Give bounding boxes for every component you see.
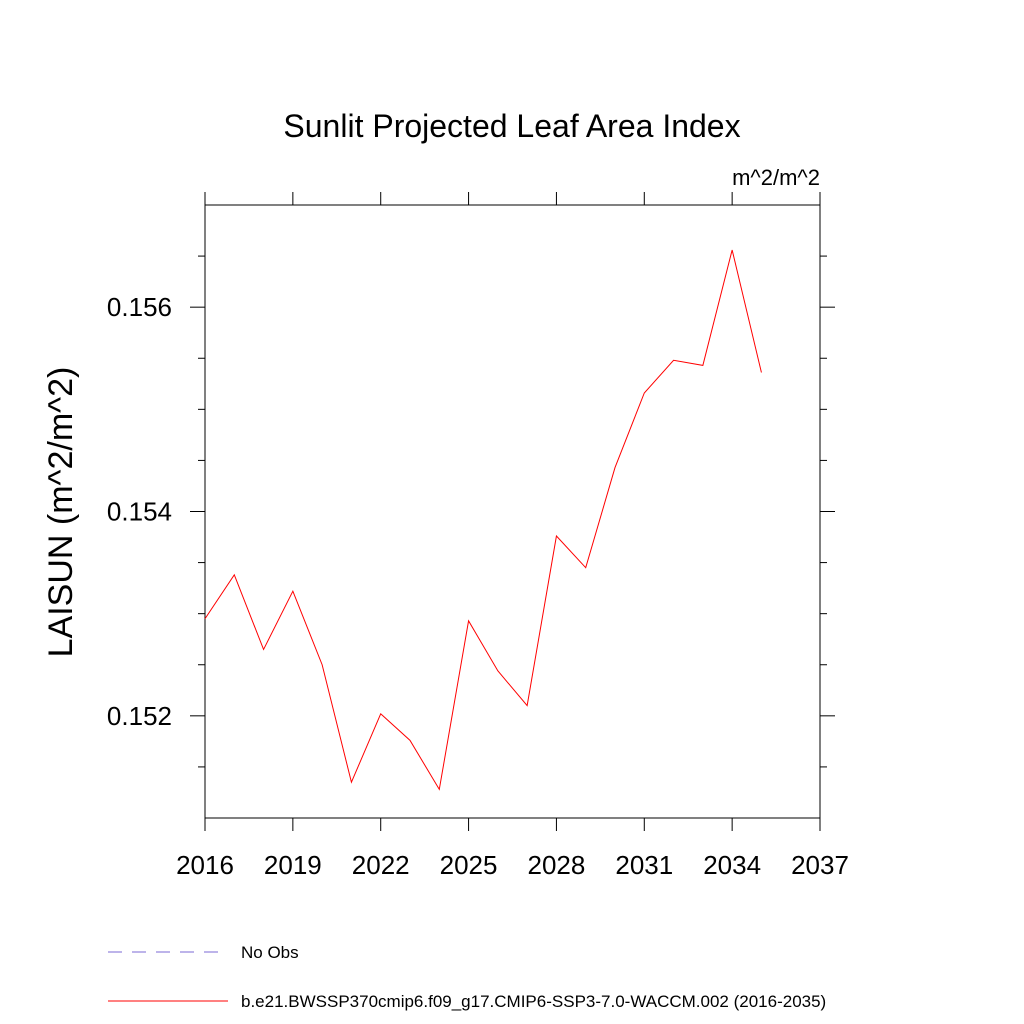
x-tick-label: 2028 — [528, 850, 586, 880]
x-tick-label: 2025 — [440, 850, 498, 880]
legend-label: b.e21.BWSSP370cmip6.f09_g17.CMIP6-SSP3-7… — [241, 992, 826, 1011]
series-line — [204, 249, 762, 791]
legend-label: No Obs — [241, 943, 299, 962]
legend: No Obs b.e21.BWSSP370cmip6.f09_g17.CMIP6-… — [108, 943, 826, 1011]
y-tick-labels: 0.152 0.154 0.156 — [107, 292, 172, 731]
x-tick-label: 2031 — [615, 850, 673, 880]
x-tick-label: 2019 — [264, 850, 322, 880]
axis-ticks — [190, 192, 835, 831]
y-tick-label: 0.154 — [107, 497, 172, 527]
y-tick-label: 0.156 — [107, 292, 172, 322]
plot-frame — [204, 204, 821, 819]
chart-title: Sunlit Projected Leaf Area Index — [283, 108, 740, 144]
units-label: m^2/m^2 — [732, 165, 820, 190]
y-axis-label: LAISUN (m^2/m^2) — [42, 367, 80, 658]
series-lines — [204, 249, 762, 791]
x-tick-label: 2016 — [176, 850, 234, 880]
x-tick-label: 2034 — [703, 850, 761, 880]
y-tick-label: 0.152 — [107, 701, 172, 731]
x-tick-label: 2037 — [791, 850, 849, 880]
x-tick-label: 2022 — [352, 850, 410, 880]
x-tick-labels: 2016 2019 2022 2025 2028 2031 2034 2037 — [176, 850, 849, 880]
